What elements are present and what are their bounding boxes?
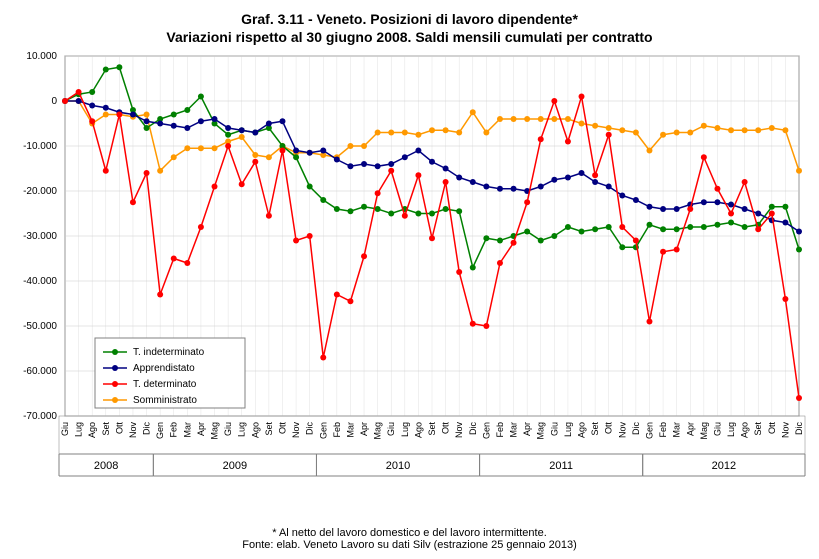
svg-text:0: 0 — [51, 96, 57, 107]
svg-text:-70.000: -70.000 — [23, 411, 57, 422]
svg-text:Mar: Mar — [509, 422, 519, 438]
svg-text:-10.000: -10.000 — [23, 141, 57, 152]
svg-text:Feb: Feb — [658, 422, 668, 438]
svg-text:Feb: Feb — [332, 422, 342, 438]
svg-text:Lug: Lug — [563, 422, 573, 437]
svg-text:Nov: Nov — [454, 422, 464, 439]
svg-text:Dic: Dic — [305, 422, 315, 435]
svg-text:Mag: Mag — [536, 422, 546, 440]
svg-text:Set: Set — [590, 422, 600, 436]
svg-text:Giu: Giu — [712, 422, 722, 436]
svg-text:T. determinato: T. determinato — [133, 379, 197, 390]
svg-text:Set: Set — [753, 422, 763, 436]
svg-text:Ago: Ago — [87, 422, 97, 438]
svg-text:2010: 2010 — [386, 460, 410, 472]
footnote-line1: * Al netto del lavoro domestico e del la… — [0, 527, 819, 539]
svg-text:2008: 2008 — [94, 460, 118, 472]
svg-text:Ott: Ott — [277, 422, 287, 435]
svg-text:Nov: Nov — [128, 422, 138, 439]
svg-text:Feb: Feb — [495, 422, 505, 438]
svg-text:T. indeterminato: T. indeterminato — [133, 347, 205, 358]
svg-text:Lug: Lug — [237, 422, 247, 437]
svg-text:Dic: Dic — [794, 422, 804, 435]
svg-text:Giu: Giu — [549, 422, 559, 436]
svg-text:Feb: Feb — [169, 422, 179, 438]
svg-text:-30.000: -30.000 — [23, 231, 57, 242]
svg-text:Ago: Ago — [577, 422, 587, 438]
chart-title: Graf. 3.11 - Veneto. Posizioni di lavoro… — [0, 0, 819, 46]
svg-text:Giu: Giu — [386, 422, 396, 436]
svg-text:Mag: Mag — [373, 422, 383, 440]
svg-text:Set: Set — [264, 422, 274, 436]
footnote-line2: Fonte: elab. Veneto Lavoro su dati Silv … — [0, 539, 819, 551]
svg-text:Gen: Gen — [155, 422, 165, 439]
svg-text:Nov: Nov — [617, 422, 627, 439]
svg-text:Gen: Gen — [318, 422, 328, 439]
svg-text:Ago: Ago — [413, 422, 423, 438]
svg-text:Apr: Apr — [685, 422, 695, 436]
svg-text:Lug: Lug — [726, 422, 736, 437]
chart-container: Graf. 3.11 - Veneto. Posizioni di lavoro… — [0, 0, 819, 559]
svg-text:Gen: Gen — [644, 422, 654, 439]
svg-text:Dic: Dic — [142, 422, 152, 435]
line-chart: 10.000 0 -10.000 -20.000 -30.000 -40.000 -50.0… — [0, 46, 819, 506]
svg-text:Nov: Nov — [780, 422, 790, 439]
svg-text:Apr: Apr — [522, 422, 532, 436]
svg-text:2011: 2011 — [549, 460, 573, 472]
svg-text:Mar: Mar — [345, 422, 355, 438]
svg-text:Apr: Apr — [196, 422, 206, 436]
svg-text:Dic: Dic — [468, 422, 478, 435]
svg-text:Giu: Giu — [60, 422, 70, 436]
svg-text:Set: Set — [101, 422, 111, 436]
svg-text:Ott: Ott — [114, 422, 124, 435]
svg-text:Ott: Ott — [604, 422, 614, 435]
svg-text:2009: 2009 — [223, 460, 247, 472]
svg-text:Lug: Lug — [74, 422, 84, 437]
svg-text:Mar: Mar — [672, 422, 682, 438]
svg-text:Mag: Mag — [210, 422, 220, 440]
svg-text:Ago: Ago — [250, 422, 260, 438]
svg-text:Ago: Ago — [740, 422, 750, 438]
svg-text:Gen: Gen — [481, 422, 491, 439]
svg-text:Giu: Giu — [223, 422, 233, 436]
title-line1: Graf. 3.11 - Veneto. Posizioni di lavoro… — [0, 10, 819, 28]
svg-text:-40.000: -40.000 — [23, 276, 57, 287]
svg-text:Dic: Dic — [631, 422, 641, 435]
svg-text:Ott: Ott — [441, 422, 451, 435]
title-line2: Variazioni rispetto al 30 giugno 2008. S… — [0, 28, 819, 46]
svg-text:Set: Set — [427, 422, 437, 436]
svg-text:-50.000: -50.000 — [23, 321, 57, 332]
svg-text:2012: 2012 — [712, 460, 736, 472]
svg-text:10.000: 10.000 — [26, 51, 57, 62]
svg-text:Ott: Ott — [767, 422, 777, 435]
svg-text:Apr: Apr — [359, 422, 369, 436]
svg-text:Mag: Mag — [699, 422, 709, 440]
chart-footnote: * Al netto del lavoro domestico e del la… — [0, 527, 819, 551]
svg-text:-20.000: -20.000 — [23, 186, 57, 197]
svg-text:Apprendistato: Apprendistato — [133, 363, 195, 374]
svg-text:Somministrato: Somministrato — [133, 395, 197, 406]
svg-text:-60.000: -60.000 — [23, 366, 57, 377]
svg-text:Lug: Lug — [400, 422, 410, 437]
svg-text:Nov: Nov — [291, 422, 301, 439]
svg-text:Mar: Mar — [182, 422, 192, 438]
